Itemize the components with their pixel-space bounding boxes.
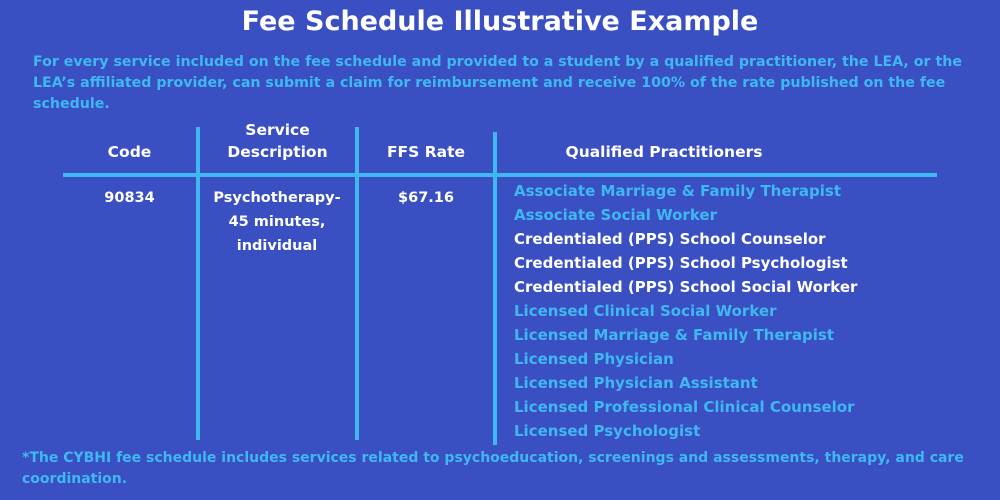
cell-description: Psychotherapy- 45 minutes, individual bbox=[213, 190, 341, 254]
header-divider bbox=[63, 173, 937, 177]
practitioner-item: Licensed Physician bbox=[514, 350, 674, 368]
header-service-description: Service Description bbox=[227, 121, 328, 161]
practitioner-list: Associate Marriage & Family Therapist Ass… bbox=[514, 179, 857, 443]
practitioner-item: Licensed Clinical Social Worker bbox=[514, 302, 777, 320]
practitioner-item: Licensed Professional Clinical Counselor bbox=[514, 398, 855, 416]
column-divider bbox=[355, 127, 359, 440]
column-divider bbox=[196, 127, 200, 440]
intro-text: For every service included on the fee sc… bbox=[33, 54, 962, 112]
practitioner-item: Associate Social Worker bbox=[514, 206, 717, 224]
column-divider bbox=[493, 132, 497, 445]
footnote: *The CYBHI fee schedule includes service… bbox=[22, 450, 964, 487]
practitioner-item: Credentialed (PPS) School Psychologist bbox=[514, 254, 848, 272]
practitioner-item: Credentialed (PPS) School Social Worker bbox=[514, 278, 858, 296]
header-ffs-rate: FFS Rate bbox=[386, 143, 466, 161]
header-code: Code bbox=[107, 143, 152, 161]
practitioner-item: Licensed Psychologist bbox=[514, 422, 701, 440]
practitioner-item: Associate Marriage & Family Therapist bbox=[514, 182, 842, 200]
cell-rate: $67.16 bbox=[398, 190, 454, 206]
practitioner-item: Licensed Marriage & Family Therapist bbox=[514, 326, 835, 344]
page-title: Fee Schedule Illustrative Example bbox=[241, 6, 759, 37]
cell-code: 90834 bbox=[104, 190, 155, 206]
practitioner-item: Credentialed (PPS) School Counselor bbox=[514, 230, 826, 248]
header-qualified-practitioners: Qualified Practitioners bbox=[565, 143, 763, 161]
practitioner-item: Licensed Physician Assistant bbox=[514, 374, 758, 392]
